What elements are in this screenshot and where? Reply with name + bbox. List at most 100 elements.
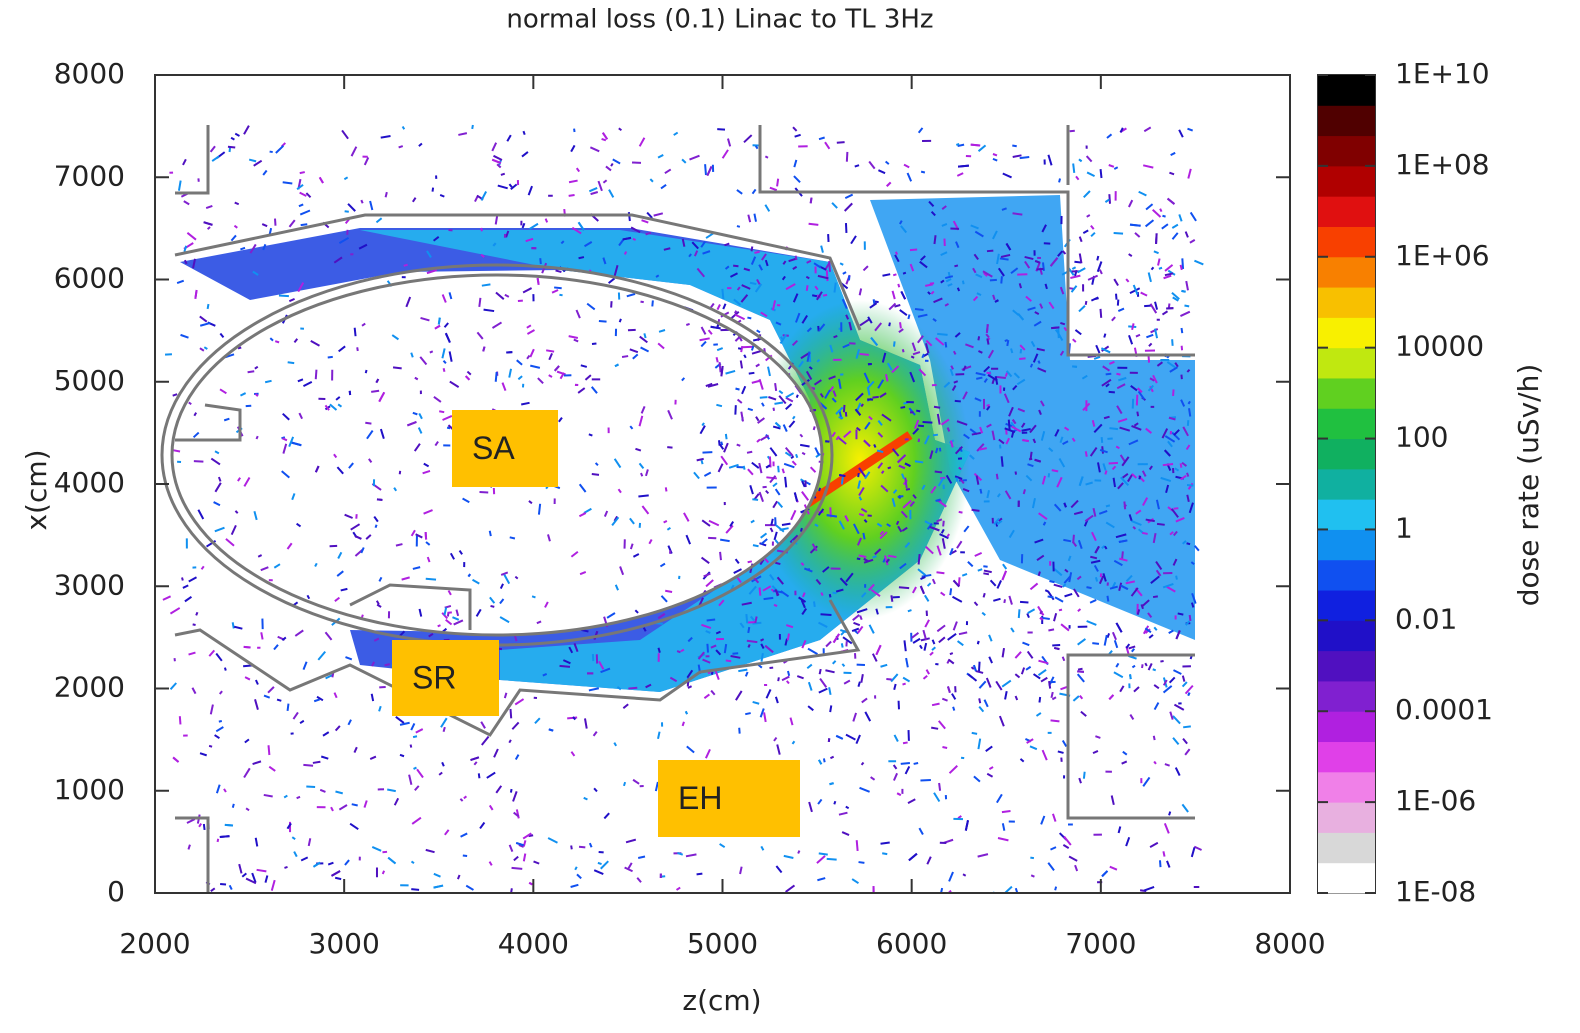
dose-speck — [833, 593, 837, 594]
dose-speck — [1170, 712, 1172, 720]
dose-speck — [1000, 445, 1001, 449]
dose-speck — [300, 721, 304, 723]
dose-speck — [1048, 155, 1051, 166]
dose-speck — [403, 126, 405, 129]
dose-speck — [764, 598, 774, 599]
dose-speck — [706, 749, 710, 758]
dose-speck — [788, 671, 789, 676]
dose-speck — [844, 405, 845, 412]
dose-speck — [1153, 669, 1156, 670]
dose-speck — [1126, 837, 1129, 846]
dose-speck — [914, 763, 918, 764]
dose-speck — [963, 281, 964, 285]
dose-speck — [940, 888, 942, 896]
dose-speck — [968, 562, 973, 567]
dose-speck — [937, 625, 945, 631]
dose-speck — [534, 861, 540, 863]
dose-speck — [1027, 614, 1029, 618]
dose-speck — [180, 716, 181, 724]
dose-speck — [853, 713, 856, 721]
dose-speck — [1086, 301, 1087, 305]
colorbar-tick-label: 1 — [1395, 511, 1413, 544]
colorbar-band — [1318, 499, 1375, 530]
dose-speck — [288, 704, 289, 711]
dose-speck — [889, 323, 890, 327]
dose-speck — [927, 857, 931, 865]
dose-speck — [1160, 209, 1161, 212]
dose-speck — [1114, 672, 1123, 677]
dose-speck — [726, 434, 727, 439]
dose-speck — [512, 868, 523, 869]
dose-speck — [345, 860, 349, 865]
dose-speck — [1169, 173, 1174, 175]
dose-speck — [842, 643, 843, 647]
dose-speck — [873, 654, 877, 662]
dose-speck — [806, 569, 809, 570]
dose-speck — [979, 662, 980, 672]
dose-speck — [1195, 546, 1199, 551]
dose-speck — [458, 133, 467, 135]
dose-speck — [689, 156, 699, 160]
dose-speck — [1155, 302, 1157, 310]
y-tick-label: 1000 — [54, 773, 125, 806]
dose-speck — [233, 804, 234, 808]
dose-speck — [348, 720, 351, 725]
dose-speck — [438, 625, 441, 626]
dose-speck — [522, 152, 528, 157]
dose-speck — [764, 712, 766, 722]
dose-speck — [357, 347, 358, 351]
dose-speck — [1094, 357, 1100, 359]
dose-speck — [1137, 412, 1138, 417]
dose-speck — [842, 832, 849, 835]
dose-speck — [218, 839, 219, 842]
dose-speck — [523, 223, 525, 228]
dose-speck — [865, 712, 870, 721]
dose-speck — [248, 371, 255, 372]
dose-speck — [601, 861, 609, 869]
x-tick-label: 2000 — [119, 927, 190, 960]
dose-speck — [385, 664, 390, 665]
x-tick-label: 4000 — [498, 927, 569, 960]
dose-speck — [904, 640, 905, 651]
colorbar-tick-label: 10000 — [1395, 330, 1484, 363]
dose-speck — [1087, 172, 1094, 176]
dose-speck — [908, 610, 912, 611]
dose-speck — [482, 737, 489, 745]
dose-speck — [1116, 294, 1117, 300]
dose-speck — [1096, 345, 1099, 353]
dose-speck — [1114, 233, 1123, 234]
dose-speck — [292, 837, 295, 839]
dose-speck — [1149, 635, 1153, 638]
dose-speck — [1005, 887, 1011, 893]
dose-speck — [826, 641, 831, 646]
dose-speck — [1051, 692, 1052, 698]
dose-speck — [943, 521, 944, 527]
dose-speck — [1002, 681, 1011, 687]
dose-speck — [276, 146, 283, 153]
dose-speck — [1001, 276, 1002, 283]
colorbar-tick-label: 0.0001 — [1395, 693, 1493, 726]
dose-speck — [873, 556, 877, 557]
colorbar-band — [1318, 105, 1375, 136]
dose-speck — [934, 793, 939, 802]
dose-speck — [952, 597, 961, 602]
dose-speck — [702, 460, 703, 464]
dose-speck — [1149, 273, 1151, 282]
dose-speck — [712, 672, 713, 675]
dose-speck — [569, 195, 575, 196]
dose-speck — [1087, 621, 1097, 625]
dose-speck — [589, 188, 597, 191]
dose-speck — [954, 622, 957, 631]
dose-speck — [1188, 420, 1189, 426]
dose-speck — [1139, 476, 1140, 480]
dose-speck — [604, 813, 609, 818]
dose-speck — [493, 156, 501, 160]
dose-speck — [496, 786, 501, 793]
dose-speck — [571, 885, 579, 887]
colorbar-label: dose rate (uSv/h) — [1512, 364, 1545, 607]
dose-speck — [830, 705, 831, 712]
dose-speck — [265, 875, 267, 882]
dose-speck — [936, 572, 944, 573]
dose-speck — [1105, 635, 1107, 646]
dose-speck — [949, 660, 954, 664]
